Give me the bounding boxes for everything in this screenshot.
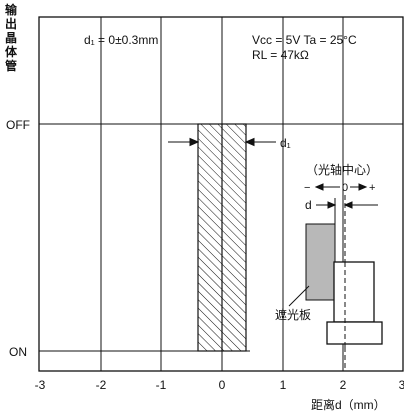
d-dimension <box>316 198 378 224</box>
sensor-head <box>333 261 375 323</box>
x-tick-label: 3 <box>399 378 404 392</box>
x-tick-label: -3 <box>35 378 46 392</box>
x-tick-label: 2 <box>340 378 347 392</box>
x-tick-label: -1 <box>156 378 167 392</box>
center-offset-arrows <box>314 183 368 191</box>
conditions-line1: Vcc = 5V Ta = 25°C <box>252 33 357 47</box>
d1-dimension <box>168 137 276 147</box>
y-label-off: OFF <box>6 118 30 132</box>
y-axis-title: 输 出 晶 体 管 <box>5 2 18 73</box>
y-title-char-5: 管 <box>5 58 17 73</box>
optical-center-label: （光轴中心） <box>306 162 378 177</box>
y-title-char-3: 晶 <box>5 30 17 45</box>
d1-marker-label: d₁ <box>280 136 291 150</box>
y-title-char-1: 输 <box>5 2 18 17</box>
x-tick-label: 0 <box>219 378 226 392</box>
shield-leader-line <box>288 285 310 307</box>
y-label-on: ON <box>9 345 27 359</box>
d1-range-annotation: d₁ = 0±0.3mm <box>84 33 158 47</box>
conditions-line2: RL = 47kΩ <box>252 48 309 62</box>
plus-sign: + <box>369 182 375 194</box>
y-title-char-2: 出 <box>5 16 17 31</box>
d-marker-label: d <box>305 198 312 212</box>
zero-label: 0 <box>342 182 348 194</box>
minus-sign: − <box>304 182 310 194</box>
x-tick-label: -2 <box>96 378 107 392</box>
x-tick-label: 1 <box>280 378 287 392</box>
sensor-base <box>326 321 383 345</box>
shield-plate-label: 遮光板 <box>275 307 311 322</box>
shield-plate <box>305 223 336 301</box>
plot-frame <box>38 16 404 372</box>
x-axis-title: 距离d（mm） <box>311 397 386 412</box>
y-title-char-4: 体 <box>5 44 18 59</box>
x-tick-labels: -3 -2 -1 0 1 2 3 <box>35 378 404 392</box>
